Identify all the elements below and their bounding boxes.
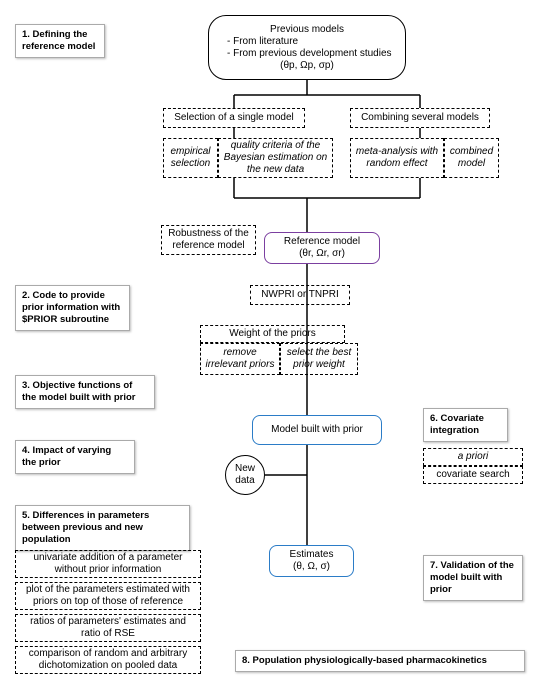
list-plot: plot of the parameters estimated with pr… [15,582,201,610]
list-ratios: ratios of parameters' estimates and rati… [15,614,201,642]
step-7: 7. Validation of the model built with pr… [423,555,523,601]
step-5: 5. Differences in parameters between pre… [15,505,190,551]
model-built-with-prior: Model built with prior [252,415,382,445]
estimates-sub: (θ, Ω, σ) [293,561,330,573]
prev-l3: (θp, Ωp, σp) [219,60,395,72]
prev-l1: - From literature [219,36,395,48]
weight-of-priors: Weight of the priors [200,325,345,343]
reference-model: Reference model (θr, Ωr, σr) [264,232,380,264]
step-3: 3. Objective functions of the model buil… [15,375,155,409]
combining-several: Combining several models [350,108,490,128]
selection-single: Selection of a single model [163,108,305,128]
step-2: 2. Code to provide prior information wit… [15,285,130,331]
quality-criteria: quality criteria of the Bayesian estimat… [218,138,333,178]
ref-title: Reference model [284,236,360,248]
nwpri-tnpri: NWPRI or TNPRI [250,285,350,305]
robustness: Robustness of the reference model [161,225,256,255]
step-1: 1. Defining the reference model [15,24,105,58]
combined-model: combined model [444,138,499,178]
previous-models: Previous models - From literature - From… [208,15,406,80]
meta-analysis: meta-analysis with random effect [350,138,444,178]
step-8: 8. Population physiologically-based phar… [235,650,525,672]
best-prior-weight: select the best prior weight [280,343,358,375]
ref-sub: (θr, Ωr, σr) [299,248,345,260]
remove-irrelevant: remove irrelevant priors [200,343,280,375]
covariate-search: covariate search [423,466,523,484]
list-univariate: univariate addition of a parameter witho… [15,550,201,578]
list-comparison: comparison of random and arbitrary dicho… [15,646,201,674]
new-data: New data [225,455,265,495]
estimates: Estimates (θ, Ω, σ) [269,545,354,577]
prev-l2: - From previous development studies [219,48,395,60]
estimates-title: Estimates [290,549,334,561]
empirical-selection: empirical selection [163,138,218,178]
a-priori: a priori [423,448,523,466]
step-6: 6. Covariate integration [423,408,508,442]
prev-title: Previous models [219,24,395,36]
step-4: 4. Impact of varying the prior [15,440,135,474]
